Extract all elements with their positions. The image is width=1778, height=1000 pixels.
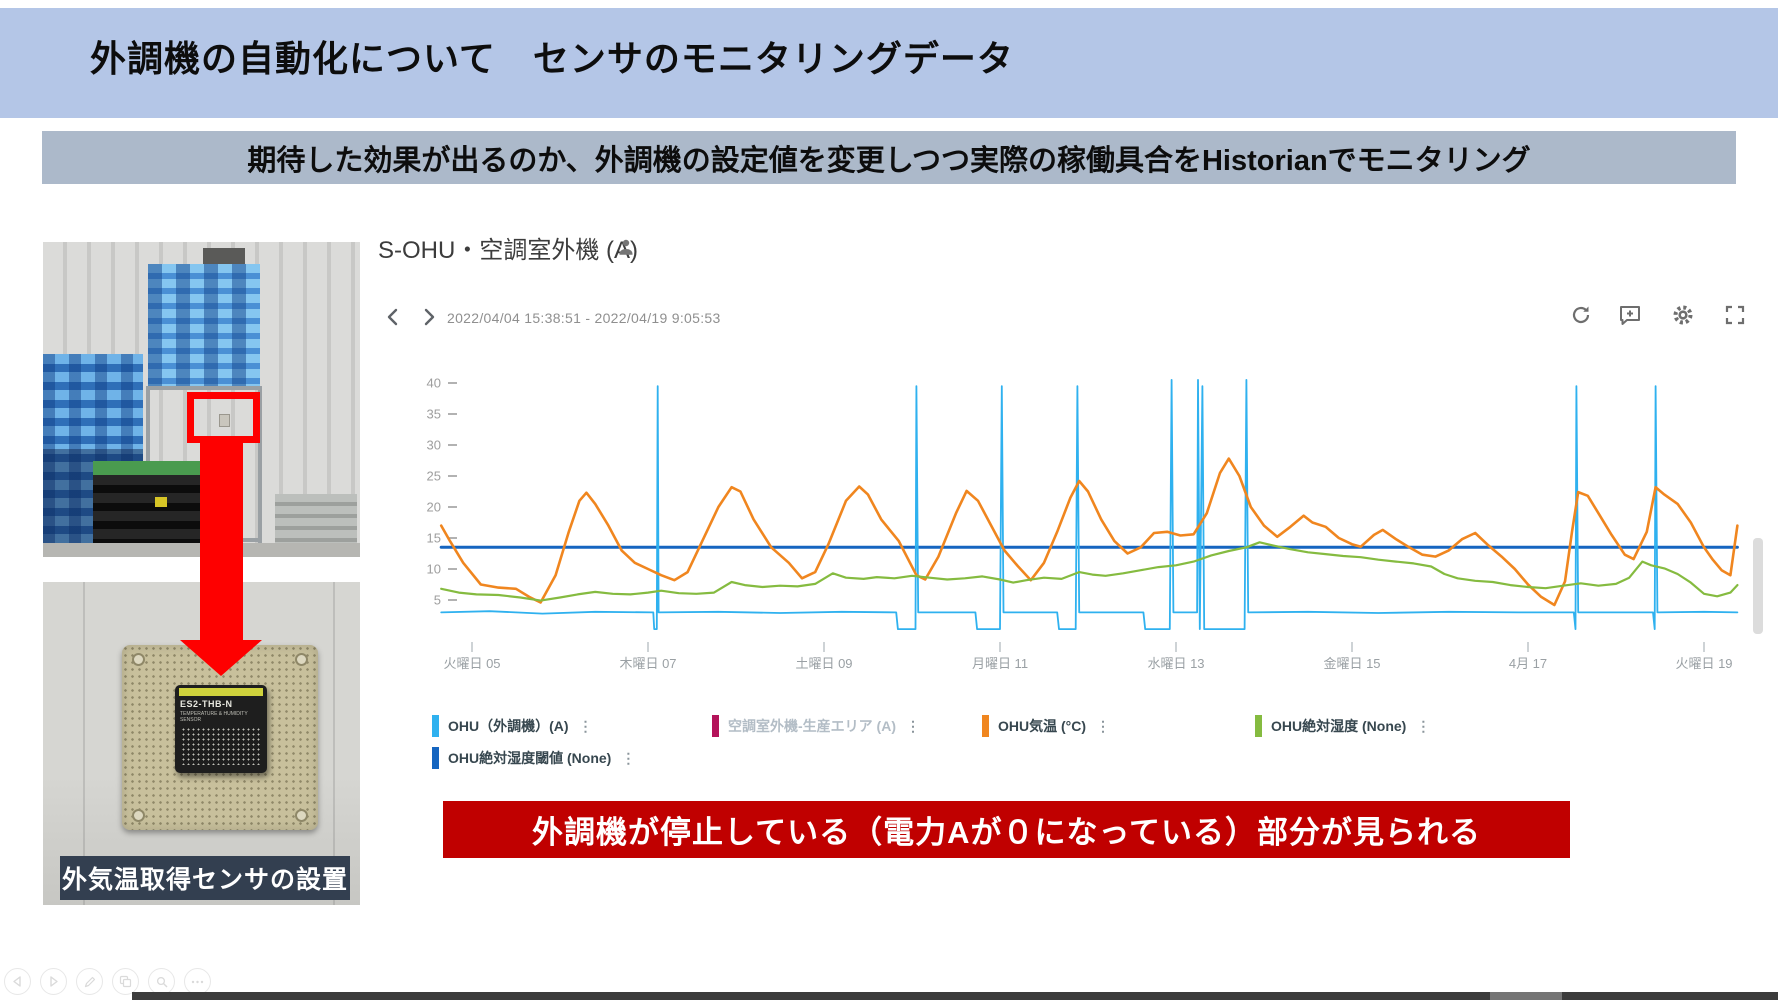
sensor-vent-plate: ES2-THB-N TEMPERATURE & HUMIDITY SENSOR: [122, 645, 318, 830]
x-tick-label: 土曜日 09: [795, 656, 852, 671]
legend-swatch: [432, 715, 439, 737]
series-line: [440, 379, 1739, 631]
legend-menu-icon[interactable]: ⋮: [906, 717, 920, 734]
legend-swatch: [982, 715, 989, 737]
slide-subtitle: 期待した効果が出るのか、外調機の設定値を変更しつつ実際の稼働具合をHistori…: [247, 144, 1531, 177]
y-tick-label: 30: [427, 438, 441, 453]
more-button[interactable]: [184, 968, 211, 995]
pallet-stack-elevated: [148, 264, 260, 386]
rack-beam: [146, 386, 262, 390]
refresh-icon[interactable]: [1569, 303, 1593, 327]
legend-swatch: [712, 715, 719, 737]
legend-menu-icon[interactable]: ⋮: [578, 717, 593, 734]
x-tick-label: 金曜日 15: [1323, 656, 1380, 671]
legend-label: 空調室外機-生産エリア (A): [728, 718, 896, 734]
sensor-highlight-box: [187, 392, 260, 443]
wall-vent: [203, 248, 245, 264]
previous-slide-button[interactable]: [4, 968, 31, 995]
slide-title: 外調機の自動化について センサのモニタリングデータ: [90, 38, 1014, 79]
legend-item-humidity-threshold[interactable]: OHU絶対湿度閾値 (None) ⋮: [432, 746, 635, 770]
callout-banner: 外調機が停止している（電力Aが０になっている）部分が見られる: [443, 801, 1570, 858]
photo-caption-text: 外気温取得センサの設置: [61, 866, 348, 894]
add-comment-icon[interactable]: [1618, 303, 1642, 327]
warehouse-photo: [43, 242, 360, 557]
pallet-stack-black: [93, 461, 233, 545]
user-icon[interactable]: [616, 237, 636, 257]
y-tick-label: 5: [434, 593, 441, 608]
cart: [275, 494, 357, 546]
x-tick-label: 4月 17: [1509, 656, 1547, 671]
legend-swatch: [432, 747, 439, 769]
pallet-green: [93, 461, 233, 475]
trend-title: S-OHU・空調室外機 (A): [378, 237, 638, 264]
prev-range-icon[interactable]: [383, 306, 403, 328]
bottom-bar-segment: [1490, 992, 1562, 1000]
title-bar: [0, 8, 1778, 118]
x-tick-label: 木曜日 07: [619, 656, 676, 671]
series-line: [440, 541, 1739, 602]
x-tick-label: 月曜日 11: [972, 656, 1028, 671]
legend-label: OHU絶対湿度閾値 (None): [448, 750, 612, 766]
chart-scrollbar[interactable]: [1753, 538, 1763, 634]
legend-label: OHU気温 (°C): [998, 718, 1087, 734]
slideshow-controls: [4, 968, 211, 995]
legend-menu-icon[interactable]: ⋮: [1416, 717, 1431, 734]
legend-label: OHU絶対湿度 (None): [1271, 718, 1407, 734]
subtitle-bar: 期待した効果が出るのか、外調機の設定値を変更しつつ実際の稼働具合をHistori…: [42, 131, 1736, 184]
x-tick-label: 火曜日 19: [1675, 656, 1732, 671]
date-range[interactable]: 2022/04/04 15:38:51 - 2022/04/19 9:05:53: [447, 310, 721, 326]
trend-chart[interactable]: 5 10 15 20 25 30 35 40 火曜日 05 木曜日 07 土曜日 09 月曜日 11 水…: [375, 330, 1778, 700]
sensor-vent-dots: [181, 727, 261, 765]
legend-item-humidity[interactable]: OHU絶対湿度 (None) ⋮: [1255, 714, 1430, 738]
sensor-module: ES2-THB-N TEMPERATURE & HUMIDITY SENSOR: [175, 685, 267, 773]
sensor-label-strip: [179, 688, 263, 696]
y-tick-label: 15: [427, 531, 441, 546]
x-tick-label: 火曜日 05: [443, 656, 500, 671]
y-tick-label: 35: [427, 407, 441, 422]
photo-caption-bar: 外気温取得センサの設置: [60, 856, 350, 900]
settings-icon[interactable]: [1671, 303, 1695, 327]
screw: [295, 809, 308, 822]
next-slide-button[interactable]: [40, 968, 67, 995]
slide-navigator-button[interactable]: [112, 968, 139, 995]
legend-menu-icon[interactable]: ⋮: [621, 749, 636, 766]
screw: [295, 653, 308, 666]
y-tick-label: 10: [427, 562, 441, 577]
callout-text: 外調機が停止している（電力Aが０になっている）部分が見られる: [532, 815, 1481, 850]
y-tick-label: 20: [427, 500, 441, 515]
pallet-tag: [155, 497, 167, 507]
sensor-photo: ES2-THB-N TEMPERATURE & HUMIDITY SENSOR …: [43, 582, 360, 905]
bottom-bar: [132, 992, 1778, 1000]
y-tick-label: 25: [427, 469, 441, 484]
screw: [132, 809, 145, 822]
sensor-model-text: ES2-THB-N: [180, 699, 233, 709]
legend-item-outdoor-unit[interactable]: 空調室外機-生産エリア (A) ⋮: [712, 714, 920, 738]
legend-swatch: [1255, 715, 1262, 737]
legend-item-temperature[interactable]: OHU気温 (°C) ⋮: [982, 714, 1110, 738]
legend-label: OHU（外調機）(A): [448, 718, 569, 734]
pen-button[interactable]: [76, 968, 103, 995]
zoom-button[interactable]: [148, 968, 175, 995]
x-tick-label: 水曜日 13: [1147, 656, 1204, 671]
series-line: [439, 457, 1739, 607]
floor: [43, 543, 360, 557]
next-range-icon[interactable]: [419, 306, 439, 328]
wall-seam: [83, 582, 85, 905]
sensor-sub-text: TEMPERATURE & HUMIDITY SENSOR: [180, 711, 248, 723]
wall-seam: [333, 582, 335, 905]
legend-item-ohu-power[interactable]: OHU（外調機）(A) ⋮: [432, 714, 593, 738]
wall-sensor: [219, 414, 230, 427]
legend-menu-icon[interactable]: ⋮: [1096, 717, 1111, 734]
screw: [132, 653, 145, 666]
y-tick-label: 40: [427, 376, 441, 391]
fullscreen-icon[interactable]: [1723, 303, 1747, 327]
